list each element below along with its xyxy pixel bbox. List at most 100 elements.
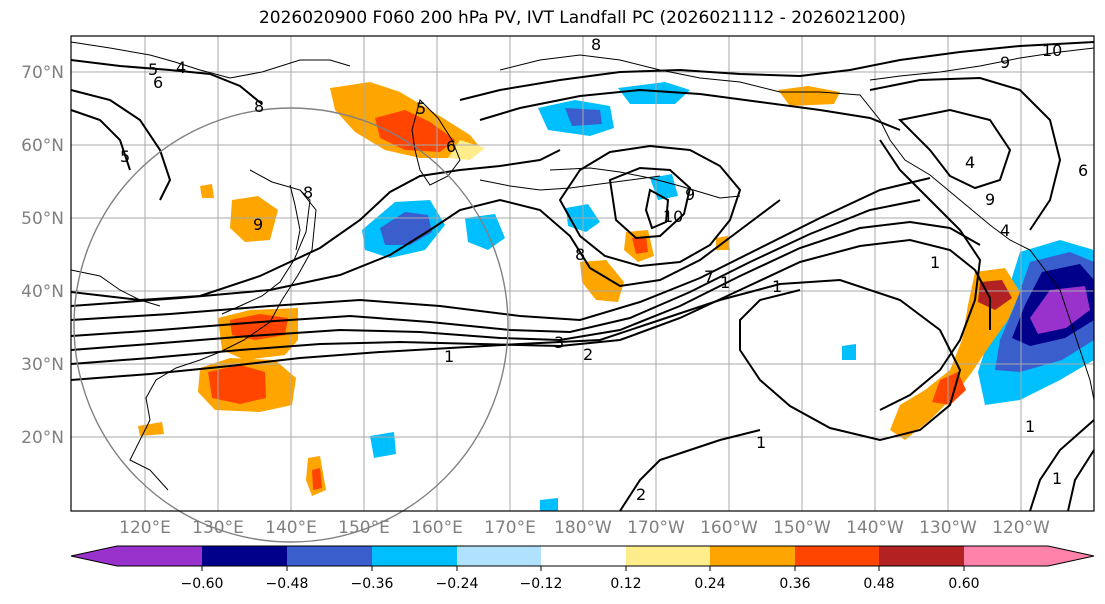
- contour-label: 5: [416, 99, 426, 118]
- contour-label: 8: [575, 245, 585, 264]
- lat-label: 30°N: [21, 355, 64, 375]
- colorbar-seg-10: [964, 546, 1094, 566]
- shade-ecs-red: [208, 365, 266, 404]
- lon-label: 170°E: [484, 518, 536, 538]
- contour-label: 4: [176, 58, 186, 77]
- lon-label: 160°W: [700, 518, 758, 538]
- contour-8: [558, 144, 742, 268]
- colorbar-tick-label: −0.48: [266, 576, 309, 592]
- contour-label: 9: [985, 190, 995, 209]
- colorbar-tick-label: −0.36: [351, 576, 394, 592]
- shade-westcoast-purple: [1030, 286, 1090, 334]
- contour-16: [869, 76, 1062, 231]
- shade-okhotsk-red: [375, 110, 455, 152]
- contour-label: 7: [704, 267, 714, 286]
- contour-label: 1: [1052, 469, 1062, 488]
- lon-label: 150°E: [338, 518, 390, 538]
- longitude-labels: 120°E 130°E 140°E 150°E 160°E 170°E 180°…: [119, 518, 1050, 538]
- colorbar-seg-2: [287, 546, 372, 566]
- colorbar-seg-9: [879, 546, 964, 566]
- lat-label: 60°N: [21, 136, 64, 156]
- contour-label: 5: [148, 60, 158, 79]
- shade-cold-6: [540, 498, 558, 511]
- graticule: [71, 36, 1094, 511]
- colorbar: −0.60 −0.48 −0.36 −0.24 −0.12 0.12 0.24 …: [70, 545, 1095, 592]
- contour-20: [1067, 449, 1095, 512]
- contour-7: [70, 149, 561, 302]
- colorbar-tick-label: −0.60: [181, 576, 224, 592]
- contour-label: 8: [591, 35, 601, 54]
- lon-label: 170°W: [627, 518, 685, 538]
- contour-label: 6: [446, 137, 456, 156]
- contour-label: 5: [120, 147, 130, 166]
- contour-labels: 4 6 5 8 5 6 8 9 8 10 9 4 6 9 8 10 9 1 3 …: [120, 35, 1088, 504]
- lat-label: 50°N: [21, 209, 64, 229]
- latitude-labels: 70°N 60°N 50°N 40°N 30°N 20°N: [21, 63, 64, 448]
- colorbar-outline: [70, 545, 1095, 567]
- radius-circle: [73, 107, 509, 543]
- contour-label: 1: [930, 253, 940, 272]
- lon-label: 140°W: [846, 518, 904, 538]
- lon-label: 130°W: [919, 518, 977, 538]
- contour-19: [1029, 419, 1095, 512]
- contour-label: 1: [756, 433, 766, 452]
- colorbar-tick-label: −0.24: [436, 576, 479, 592]
- colorbar-tick-label: 0.36: [779, 576, 810, 592]
- contour-label: 1: [1025, 417, 1035, 436]
- pv-contours: [70, 41, 1095, 512]
- shade-spot-1: [230, 196, 278, 242]
- coast-kamchatka: [411, 99, 461, 186]
- map-title: 2026020900 F060 200 hPa PV, IVT Landfall…: [258, 8, 906, 28]
- colorbar-tick-label: 0.24: [694, 576, 725, 592]
- lat-label: 40°N: [21, 282, 64, 302]
- shade-spot-4-red: [312, 468, 322, 490]
- coast-aleutians: [479, 175, 661, 191]
- colorbar-seg-1: [202, 546, 287, 566]
- colorbar-seg-3: [372, 546, 457, 566]
- shade-spot-2: [200, 184, 214, 198]
- contour-2: [70, 238, 991, 365]
- colorbar-tick-label: 0.60: [948, 576, 979, 592]
- contour-label: 9: [1000, 53, 1010, 72]
- map-frame: [70, 35, 1095, 512]
- shade-westcoast-warm: [890, 268, 1020, 440]
- contour-label: 10: [663, 207, 683, 226]
- lat-label: 20°N: [21, 428, 64, 448]
- contour-6: [70, 198, 781, 307]
- lon-label: 160°E: [411, 518, 463, 538]
- contour-12: [70, 109, 131, 171]
- contour-label: 6: [153, 73, 163, 92]
- contour-label: 8: [303, 183, 313, 202]
- contour-label: 10: [1042, 41, 1062, 60]
- contour-label: 1: [444, 347, 454, 366]
- contour-21: [619, 429, 761, 512]
- lon-label: 120°W: [992, 518, 1050, 538]
- lat-label: 70°N: [21, 63, 64, 83]
- lon-label: 150°W: [773, 518, 831, 538]
- coast-japan: [221, 189, 311, 315]
- contour-label: 6: [1078, 161, 1088, 180]
- contour-label: 1: [772, 277, 782, 296]
- contour-label: 3: [554, 333, 564, 352]
- coast-canada: [869, 47, 1095, 81]
- contour-18: [879, 139, 982, 411]
- contour-label: 4: [965, 153, 975, 172]
- contour-label: 2: [636, 485, 646, 504]
- colorbar-tick-label: −0.12: [520, 576, 563, 592]
- contour-17: [897, 108, 1012, 190]
- lon-label: 180°W: [554, 518, 612, 538]
- colorbar-seg-5: [541, 546, 626, 566]
- contour-15: [479, 88, 901, 131]
- contour-13: [70, 59, 263, 105]
- colorbar-tick-label: 0.12: [610, 576, 641, 592]
- lon-label: 140°E: [265, 518, 317, 538]
- colorbar-seg-7: [710, 546, 795, 566]
- shade-cold-2: [465, 214, 505, 250]
- lon-label: 120°E: [119, 518, 171, 538]
- contour-11: [70, 89, 172, 201]
- coastlines: [70, 41, 1095, 491]
- contour-14: [459, 41, 1095, 101]
- contour-label: 8: [254, 97, 264, 116]
- lon-label: 130°E: [192, 518, 244, 538]
